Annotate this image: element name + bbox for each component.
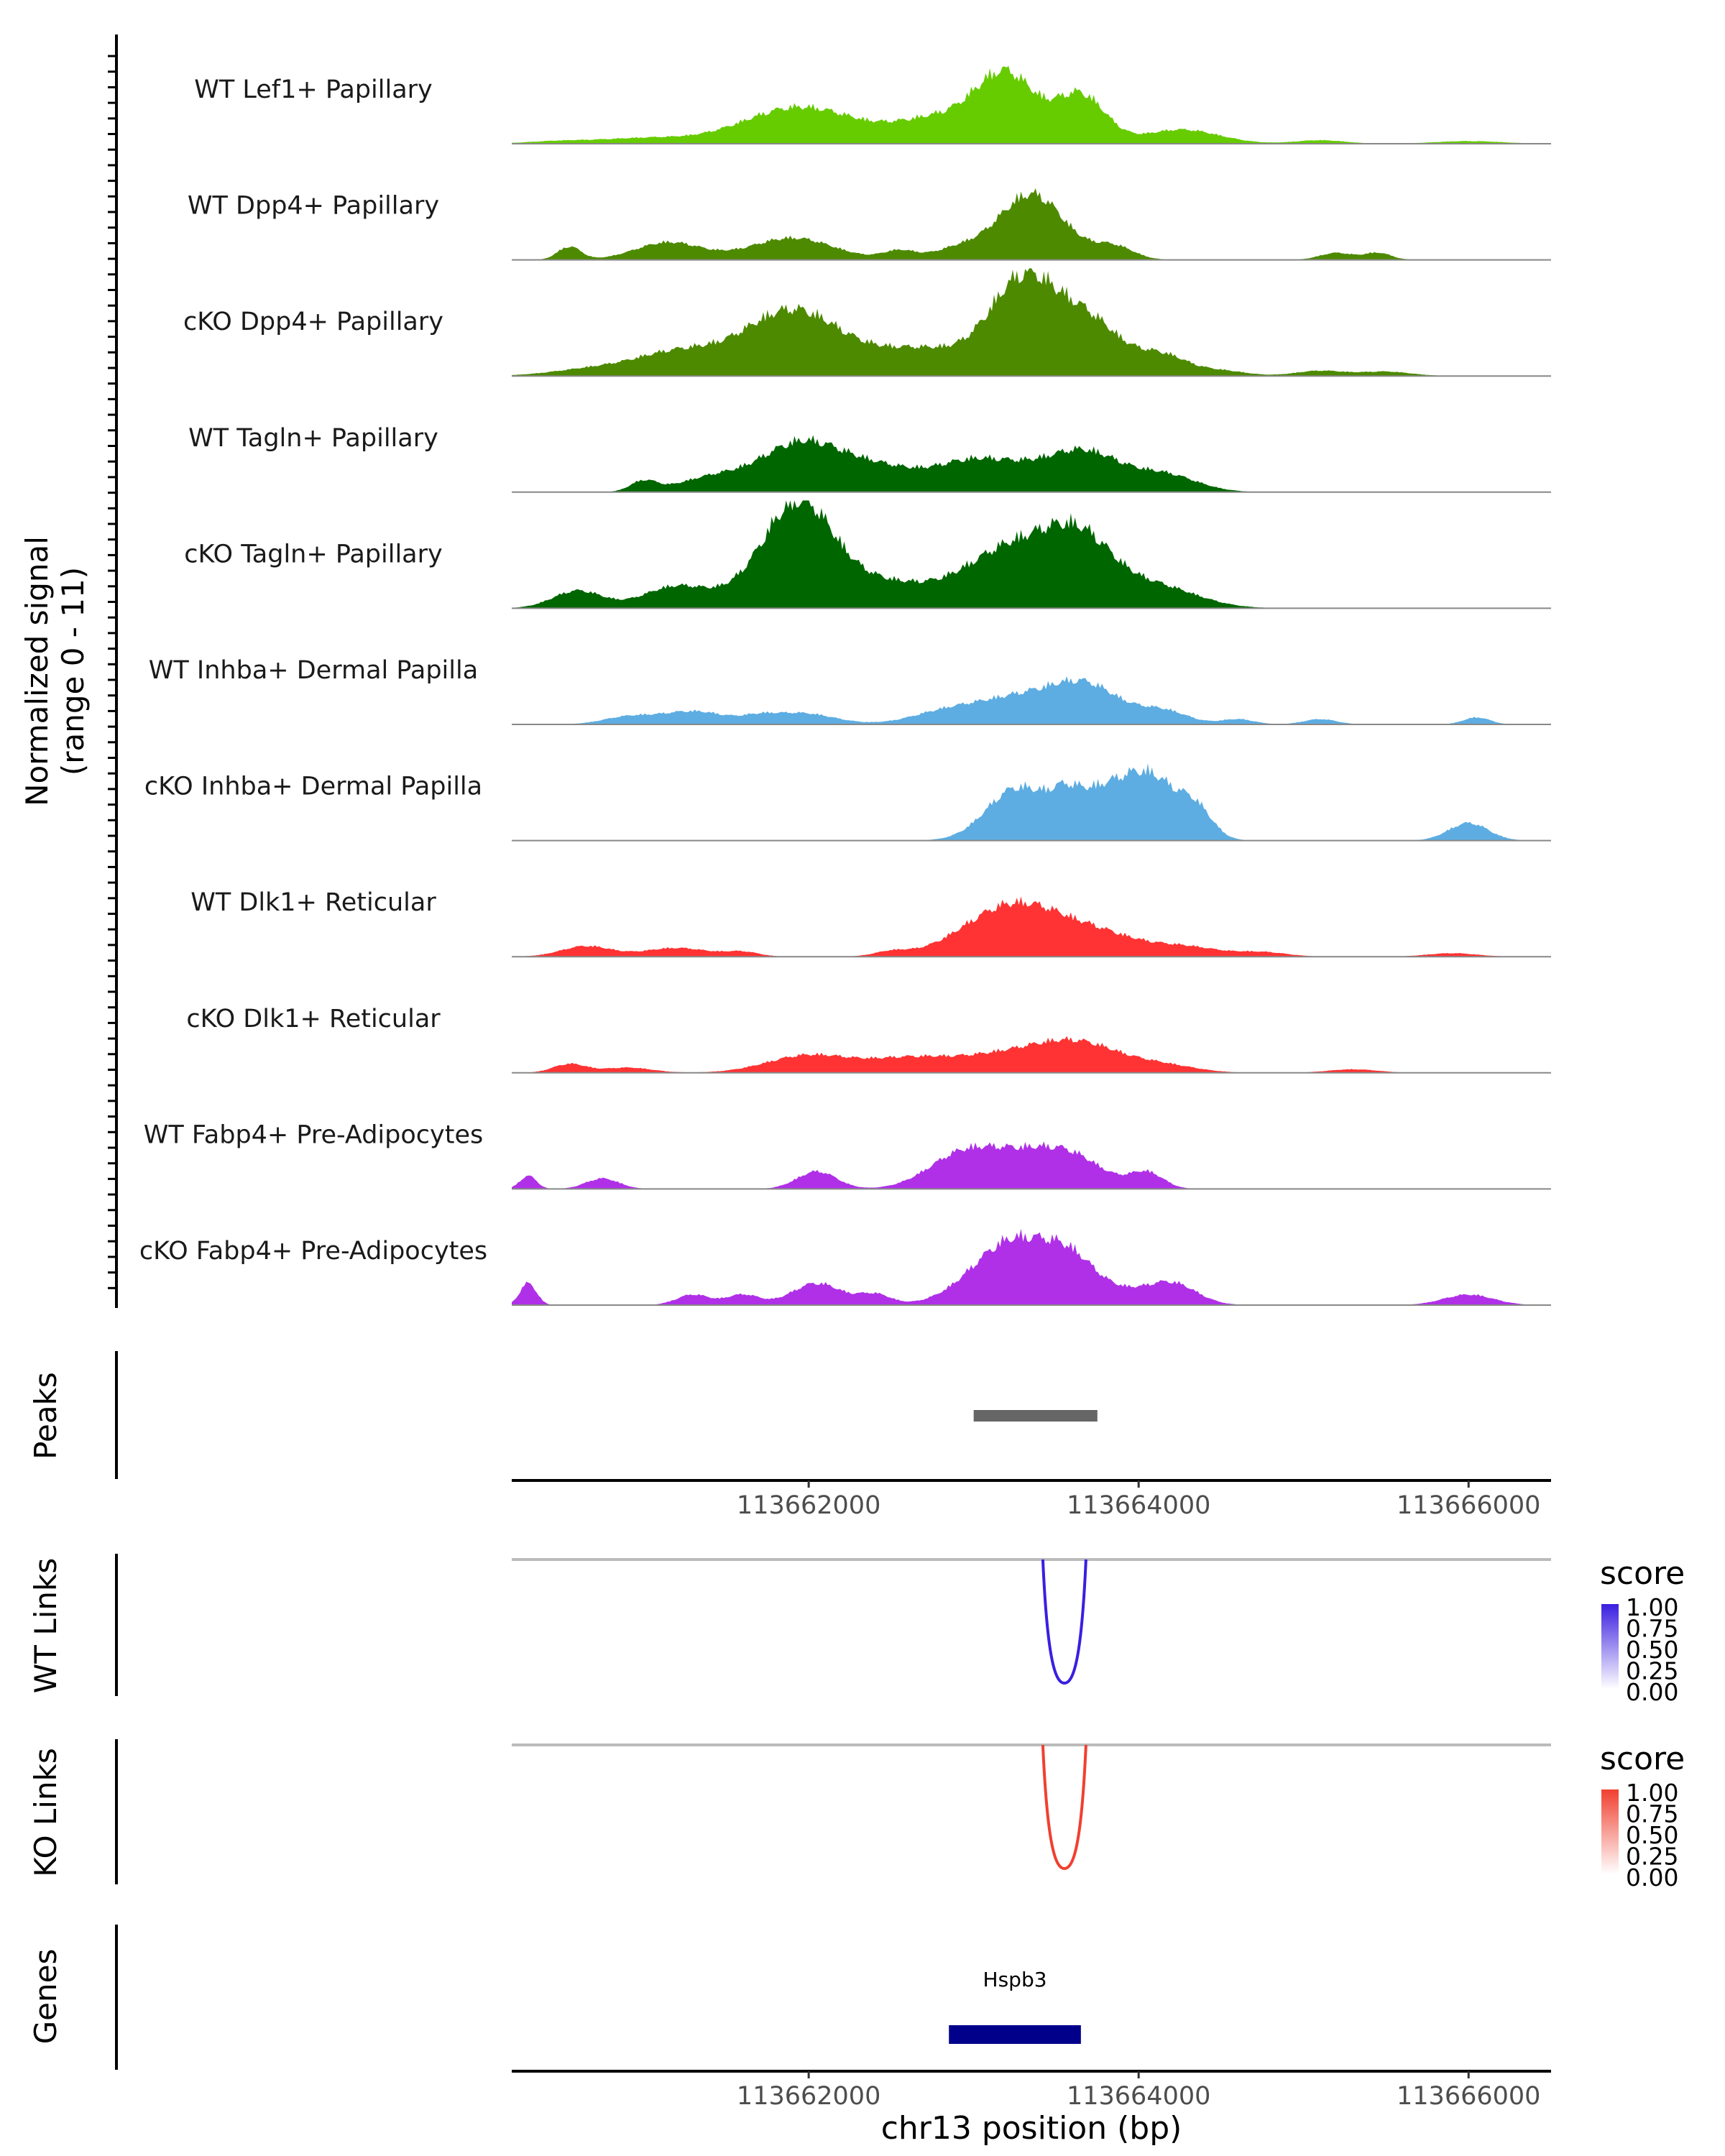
track-signal-area — [512, 763, 1551, 841]
legend-tick-label: 1.00 — [1626, 1593, 1678, 1621]
genes-track-label: Genes — [28, 1949, 63, 2045]
peak-regions — [973, 1410, 1098, 1422]
track-cko-dlk1-reticular: cKO Dlk1+ Reticular — [186, 1005, 1551, 1074]
track-wt-dlk1-reticular: WT Dlk1+ Reticular — [190, 888, 1551, 958]
coverage-y-label-line1: Normalized signal — [19, 536, 55, 806]
track-signal-area — [512, 676, 1551, 724]
track-signal-area — [512, 65, 1551, 144]
legend-tick-label: 0.75 — [1626, 1615, 1678, 1643]
wt-legend-labels: 1.000.750.500.250.00 — [1626, 1593, 1678, 1706]
track-wt-lef1-papillary: WT Lef1+ Papillary — [194, 65, 1551, 144]
legend-tick-label: 0.50 — [1626, 1636, 1678, 1664]
track-signal-area — [512, 1228, 1551, 1305]
track-wt-inhba-dermal-papilla: WT Inhba+ Dermal Papilla — [149, 656, 1551, 725]
track-cko-dpp4-papillary: cKO Dpp4+ Papillary — [183, 268, 1551, 377]
ko-score-legend: score 1.000.750.500.250.00 — [1600, 1741, 1685, 1892]
coverage-tracks: WT Lef1+ Papillary WT Dpp4+ Papillary cKO … — [139, 65, 1551, 1306]
gene-name-label: Hspb3 — [983, 1968, 1047, 1991]
ko-legend-colorbar — [1601, 1789, 1619, 1874]
x-axis-bottom-ticks: 113662000 113664000 113666000 — [737, 2071, 1540, 2111]
gene-body — [949, 2025, 1081, 2044]
track-signal-area — [512, 1141, 1551, 1189]
ko-legend-labels: 1.000.750.500.250.00 — [1626, 1779, 1678, 1892]
track-label: WT Fabp4+ Pre-Adipocytes — [144, 1120, 483, 1149]
track-wt-tagln-papillary: WT Tagln+ Papillary — [188, 424, 1551, 493]
ko-links-panel: KO Links — [28, 1739, 1551, 1884]
track-label: cKO Tagln+ Papillary — [184, 540, 443, 568]
track-signal-area — [512, 896, 1551, 957]
wt-link-arc — [1041, 1559, 1087, 1685]
x-axis-tick-label: 113662000 — [737, 1491, 880, 1520]
track-label: WT Lef1+ Papillary — [194, 75, 433, 104]
wt-score-legend: score 1.000.750.500.250.00 — [1600, 1555, 1685, 1706]
gene-items: Hspb3 — [949, 1968, 1081, 2044]
track-label: cKO Fabp4+ Pre-Adipocytes — [139, 1237, 487, 1266]
x-axis-tick-label: 113666000 — [1397, 2082, 1540, 2111]
legend-tick-label: 0.75 — [1626, 1800, 1678, 1828]
x-axis-tick-label: 113662000 — [737, 2082, 880, 2111]
ko-legend-title: score — [1600, 1741, 1685, 1777]
peak-region — [973, 1410, 1098, 1422]
track-signal-area — [512, 435, 1551, 492]
wt-links-panel: WT Links — [28, 1554, 1551, 1696]
wt-links-label: WT Links — [28, 1558, 63, 1693]
x-axis-tick-label: 113664000 — [1067, 2082, 1210, 2111]
wt-legend-title: score — [1600, 1555, 1685, 1592]
track-cko-inhba-dermal-papilla: cKO Inhba+ Dermal Papilla — [144, 763, 1551, 842]
legend-tick-label: 0.50 — [1626, 1821, 1678, 1849]
x-axis-tick-label: 113666000 — [1397, 1491, 1540, 1520]
track-signal-area — [512, 1036, 1551, 1073]
legend-tick-label: 0.25 — [1626, 1843, 1678, 1871]
track-signal-area — [512, 268, 1551, 377]
coverage-panel: Normalized signal (range 0 - 11) WT Lef1… — [19, 34, 1551, 1308]
track-signal-area — [512, 188, 1551, 260]
track-label: WT Tagln+ Papillary — [188, 424, 438, 453]
legend-tick-label: 1.00 — [1626, 1779, 1678, 1807]
track-cko-fabp4-pre-adipocytes: cKO Fabp4+ Pre-Adipocytes — [139, 1228, 1551, 1306]
track-label: cKO Dpp4+ Papillary — [183, 308, 443, 336]
ko-link-arc — [1041, 1744, 1087, 1871]
legend-tick-label: 0.25 — [1626, 1657, 1678, 1685]
legend-tick-label: 0.00 — [1626, 1864, 1678, 1892]
peaks-panel: Peaks 113662000 113664000 113666000 — [28, 1351, 1551, 1520]
legend-tick-label: 0.00 — [1626, 1678, 1678, 1706]
track-label: WT Inhba+ Dermal Papilla — [149, 656, 478, 685]
track-wt-fabp4-pre-adipocytes: WT Fabp4+ Pre-Adipocytes — [144, 1120, 1551, 1190]
ko-links-label: KO Links — [28, 1748, 63, 1877]
x-axis-top-ticks: 113662000 113664000 113666000 — [737, 1480, 1540, 1520]
wt-legend-colorbar — [1601, 1604, 1619, 1689]
track-label: WT Dpp4+ Papillary — [188, 192, 439, 221]
genes-panel: Genes Hspb3 113662000 113664000 113666000 … — [28, 1925, 1551, 2147]
coverage-y-ticks — [108, 55, 116, 1289]
coverage-y-label-line2: (range 0 - 11) — [55, 567, 91, 775]
x-axis-title: chr13 position (bp) — [881, 2110, 1182, 2147]
track-wt-dpp4-papillary: WT Dpp4+ Papillary — [188, 188, 1551, 261]
peaks-track-label: Peaks — [28, 1372, 63, 1460]
track-label: cKO Dlk1+ Reticular — [186, 1005, 441, 1033]
track-signal-area — [512, 500, 1551, 609]
x-axis-tick-label: 113664000 — [1067, 1491, 1210, 1520]
track-cko-tagln-papillary: cKO Tagln+ Papillary — [184, 500, 1551, 609]
track-label: WT Dlk1+ Reticular — [190, 888, 436, 917]
track-label: cKO Inhba+ Dermal Papilla — [144, 773, 482, 801]
